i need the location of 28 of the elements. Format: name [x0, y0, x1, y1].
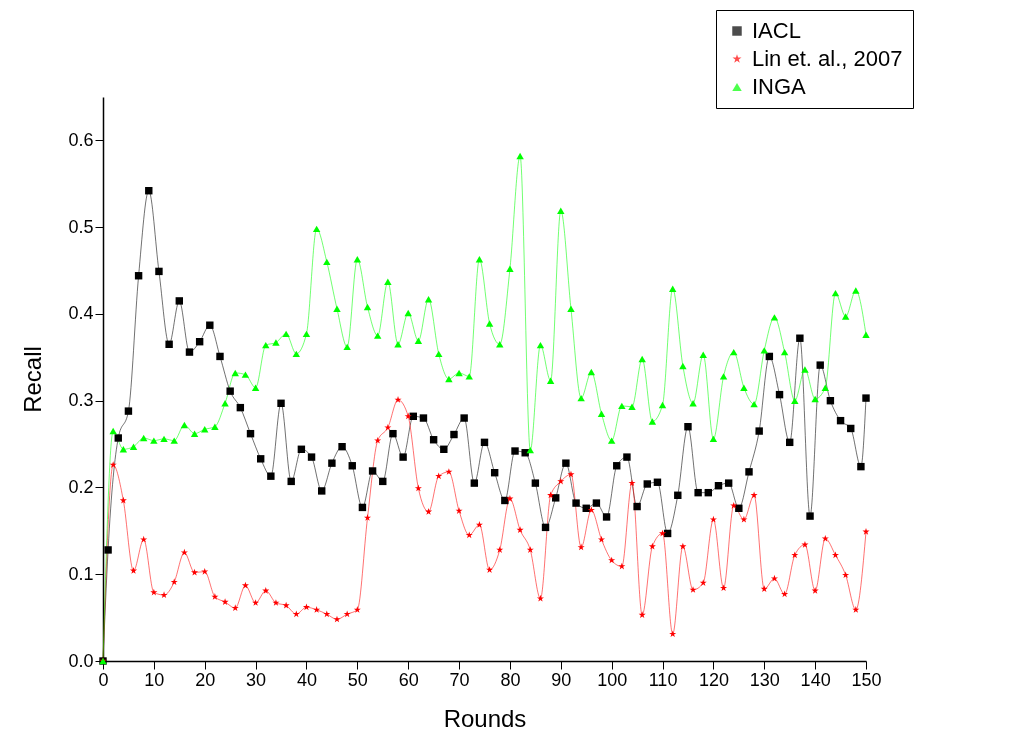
x-tick-label: 150 — [851, 669, 882, 690]
x-tick-label: 140 — [800, 669, 831, 690]
x-tick-label: 20 — [195, 669, 216, 690]
y-axis-title: Recall — [19, 346, 47, 413]
x-tick-label: 60 — [398, 669, 419, 690]
legend-label: INGA — [752, 74, 807, 99]
y-tick-label: 0.1 — [68, 563, 94, 584]
x-tick-label: 30 — [246, 669, 267, 690]
legend-label: IACL — [752, 18, 801, 43]
y-tick-label: 0.2 — [68, 476, 94, 497]
y-tick-label: 0.3 — [68, 390, 94, 411]
x-axis-title: Rounds — [443, 704, 527, 732]
x-tick-label: 110 — [648, 669, 678, 690]
x-tick-label: 130 — [749, 669, 780, 690]
y-tick-label: 0.5 — [68, 216, 94, 237]
x-tick-label: 100 — [597, 669, 628, 690]
x-tick-label: 0 — [98, 669, 109, 690]
x-tick-label: 10 — [144, 669, 165, 690]
y-tick-label: 0.4 — [68, 303, 94, 324]
x-tick-label: 50 — [347, 669, 368, 690]
y-tick-label: 0.0 — [68, 650, 94, 671]
y-tick-label: 0.6 — [68, 129, 94, 150]
x-tick-label: 80 — [500, 669, 521, 690]
x-tick-label: 40 — [296, 669, 317, 690]
x-tick-label: 90 — [551, 669, 572, 690]
x-tick-label: 120 — [698, 669, 729, 690]
x-tick-label: 70 — [449, 669, 470, 690]
legend-label: Lin et. al., 2007 — [752, 46, 903, 71]
